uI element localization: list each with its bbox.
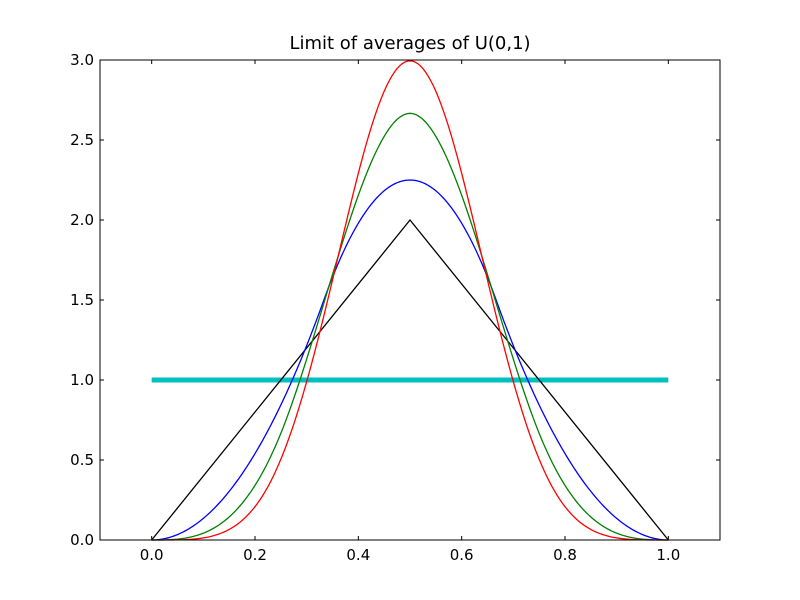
y-tick-label: 1.0 xyxy=(70,371,94,389)
y-tick-label: 3.0 xyxy=(70,51,94,69)
y-tick-label: 0.0 xyxy=(70,531,94,549)
x-tick-label: 0.2 xyxy=(243,546,267,564)
x-tick-label: 1.0 xyxy=(656,546,680,564)
series-line-5 xyxy=(151,60,669,541)
y-tick-label: 0.5 xyxy=(70,451,94,469)
x-tick-label: 0.8 xyxy=(553,546,577,564)
series-line-3 xyxy=(151,179,669,541)
series-layer xyxy=(151,60,669,541)
x-tick-label: 0.4 xyxy=(346,546,370,564)
series-line-2 xyxy=(151,218,669,541)
x-tick-label: 0.6 xyxy=(450,546,474,564)
chart-title: Limit of averages of U(0,1) xyxy=(289,33,530,54)
y-tick-label: 2.5 xyxy=(70,131,94,149)
axes-frame xyxy=(99,59,721,541)
series-line-4 xyxy=(151,112,669,541)
y-tick-label: 1.5 xyxy=(70,291,94,309)
ticks-layer: 0.0 0.2 0.4 0.6 0.8 1.0 0.0 0.5 1.0 1.5 2.0 2.5 3.0 xyxy=(70,51,720,564)
x-tick-label: 0.0 xyxy=(140,546,164,564)
y-tick-label: 2.0 xyxy=(70,211,94,229)
